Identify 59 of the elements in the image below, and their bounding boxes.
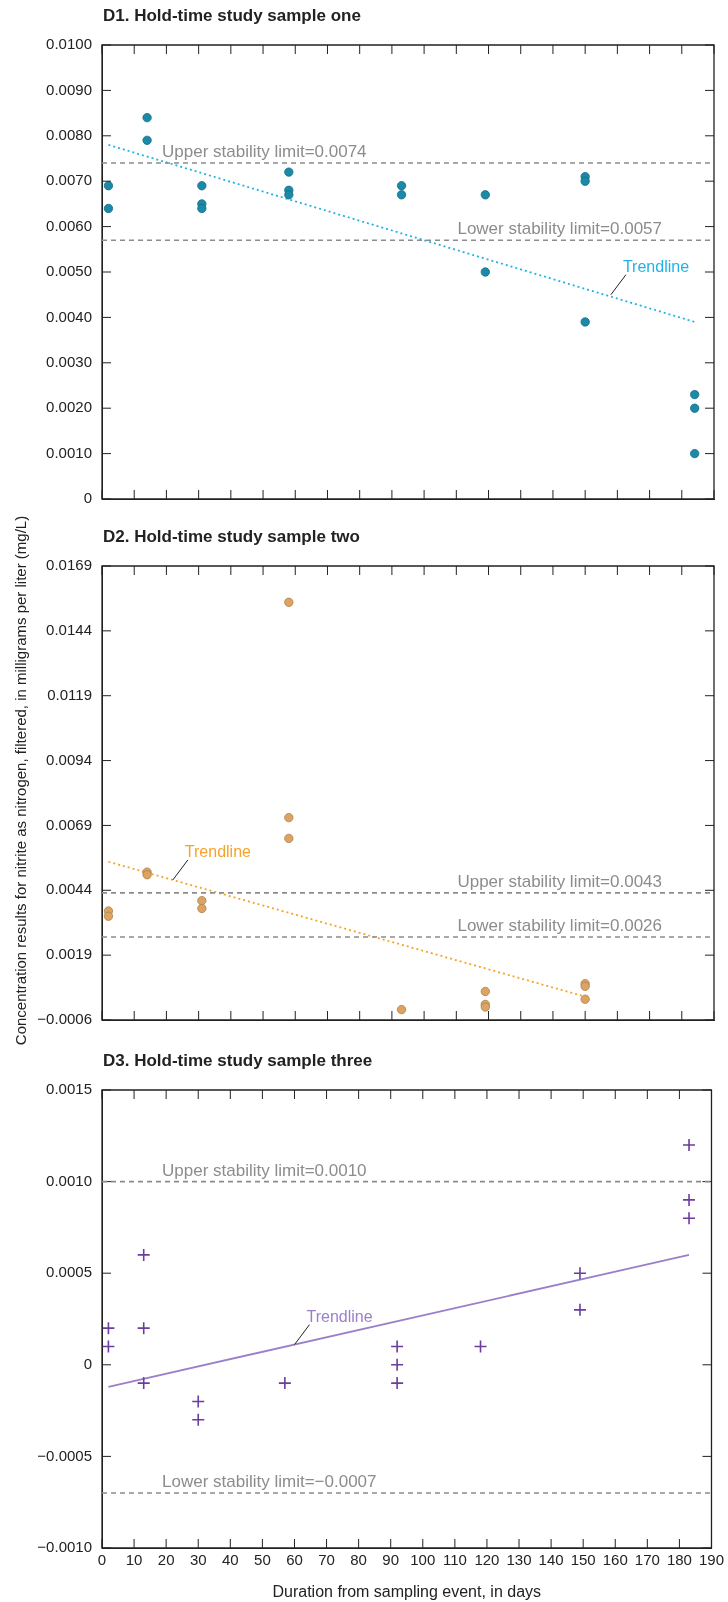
x-tick-label: 80 bbox=[350, 1551, 367, 1569]
ref-line-label: Lower stability limit=−0.0007 bbox=[162, 1472, 377, 1492]
y-tick-label: 0.0044 bbox=[46, 880, 92, 898]
y-tick-label: 0.0015 bbox=[46, 1080, 92, 1098]
y-tick-label: 0.0069 bbox=[46, 815, 92, 833]
y-tick-label: 0.0070 bbox=[46, 171, 92, 189]
x-tick-label: 190 bbox=[698, 1551, 724, 1569]
y-tick-label: 0.0040 bbox=[46, 307, 92, 325]
y-tick-label: 0 bbox=[83, 1354, 92, 1372]
x-tick-label: 60 bbox=[286, 1551, 303, 1569]
x-tick-label: 40 bbox=[221, 1551, 239, 1569]
x-tick-label: 0 bbox=[97, 1551, 107, 1569]
y-tick-label: −0.0005 bbox=[37, 1446, 92, 1464]
x-axis-title: Duration from sampling event, in days bbox=[272, 1582, 542, 1600]
chart-title: D3. Hold-time study sample three bbox=[103, 1051, 373, 1071]
annotation: Trendline bbox=[622, 257, 690, 275]
ref-line-label: Upper stability limit=0.0010 bbox=[162, 1160, 367, 1180]
x-tick-label: 160 bbox=[602, 1551, 628, 1569]
x-tick-label: 50 bbox=[254, 1551, 271, 1569]
ref-line-label: Upper stability limit=0.0074 bbox=[162, 142, 367, 162]
y-tick-label: 0.0119 bbox=[47, 685, 92, 703]
ref-line-label: Lower stability limit=0.0026 bbox=[457, 915, 663, 935]
y-tick-label: −0.0010 bbox=[37, 1538, 92, 1556]
annotation: Trendline bbox=[184, 842, 252, 860]
x-tick-label: 30 bbox=[189, 1551, 207, 1569]
ref-line-label: Lower stability limit=0.0057 bbox=[457, 219, 663, 239]
ref-line-label: Upper stability limit=0.0043 bbox=[457, 871, 663, 891]
x-tick-label: 100 bbox=[410, 1551, 436, 1569]
x-tick-label: 110 bbox=[442, 1551, 467, 1569]
x-tick-label: 170 bbox=[634, 1551, 660, 1569]
y-tick-label: 0.0010 bbox=[46, 443, 92, 461]
y-tick-label: 0.0019 bbox=[46, 945, 92, 963]
x-tick-label: 120 bbox=[474, 1551, 500, 1569]
x-tick-label: 20 bbox=[157, 1551, 175, 1569]
chart-title: D2. Hold-time study sample two bbox=[103, 527, 360, 547]
y-tick-label: 0.0030 bbox=[46, 352, 92, 370]
y-tick-label: 0.0005 bbox=[46, 1263, 92, 1281]
y-axis-title: Concentration results for nitrite as nitrogen, filtered, in milligrams per liter (mg/L) bbox=[11, 515, 29, 1045]
x-tick-label: 70 bbox=[318, 1551, 335, 1569]
y-tick-label: 0.0169 bbox=[46, 556, 92, 574]
chart-title: D1. Hold-time study sample one bbox=[103, 6, 361, 26]
y-tick-label: 0.0050 bbox=[46, 262, 92, 280]
y-tick-label: 0.0020 bbox=[46, 398, 92, 416]
y-tick-label: 0.0080 bbox=[46, 125, 92, 143]
x-tick-label: 140 bbox=[538, 1551, 564, 1569]
x-tick-label: 90 bbox=[382, 1551, 400, 1569]
x-tick-label: 10 bbox=[125, 1551, 143, 1569]
x-tick-label: 180 bbox=[666, 1551, 692, 1569]
y-tick-label: 0.0090 bbox=[46, 80, 92, 98]
y-tick-label: 0 bbox=[83, 489, 92, 507]
y-tick-label: 0.0144 bbox=[46, 621, 92, 638]
y-tick-label: −0.0006 bbox=[37, 1010, 92, 1028]
x-tick-label: 130 bbox=[506, 1551, 532, 1569]
annotation: Trendline bbox=[306, 1307, 373, 1325]
y-tick-label: 0.0100 bbox=[46, 35, 92, 53]
x-tick-label: 150 bbox=[570, 1551, 596, 1569]
y-tick-label: 0.0094 bbox=[46, 750, 92, 768]
y-tick-label: 0.0010 bbox=[46, 1171, 92, 1189]
y-tick-label: 0.0060 bbox=[46, 216, 92, 234]
